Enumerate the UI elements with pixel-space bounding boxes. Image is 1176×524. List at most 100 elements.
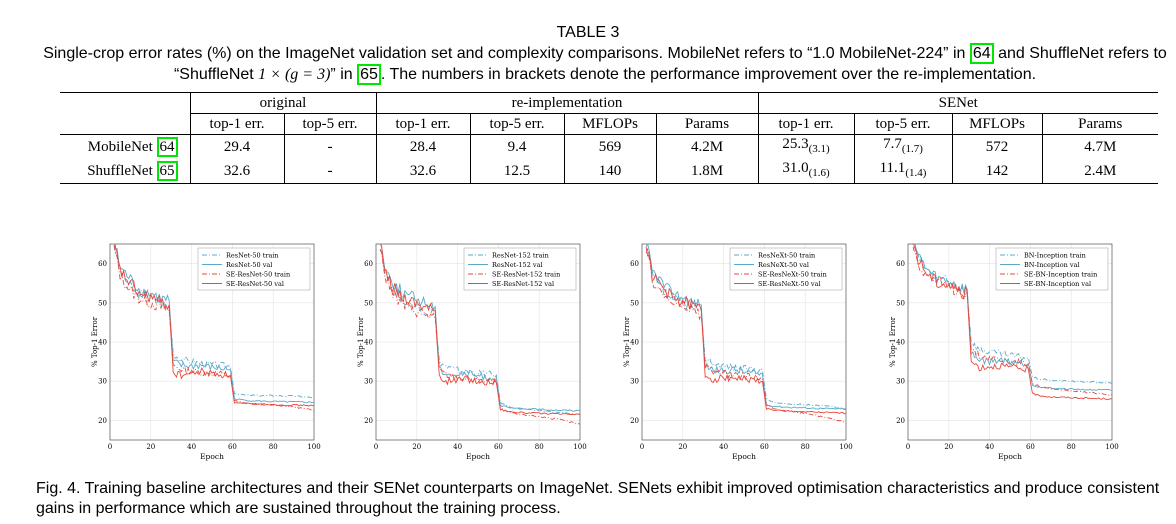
- y-tick-label: 50: [98, 299, 107, 307]
- y-tick-label: 50: [630, 299, 639, 307]
- column-header: top-1 err.: [189, 113, 284, 135]
- figure-caption: Fig. 4. Training baseline architectures …: [36, 480, 1160, 517]
- caption-math: 1 × (g = 3): [258, 66, 331, 83]
- y-tick-label: 40: [98, 339, 107, 347]
- y-tick-label: 30: [896, 378, 905, 386]
- y-tick-label: 60: [364, 260, 373, 268]
- legend-entry: SE-BN-Inception train: [1024, 270, 1097, 278]
- y-tick-label: 30: [98, 378, 107, 386]
- x-tick-label: 0: [906, 443, 910, 451]
- group-header-senet: SENet: [757, 92, 1158, 114]
- legend-entry: ResNet-152 val: [492, 261, 543, 269]
- column-header: Params: [655, 113, 758, 135]
- x-tick-label: 80: [269, 443, 278, 451]
- series-line: [645, 246, 846, 415]
- chart-resnet-50: 0 20 40 60 80 100 20 30 40 50 60 Epoch % Top-1 Error…: [88, 236, 328, 462]
- group-header-reimpl: re-implementation: [375, 92, 758, 114]
- column-header: MFLOPs: [563, 113, 656, 135]
- x-tick-label: 40: [719, 443, 728, 451]
- x-tick-label: 60: [228, 443, 237, 451]
- y-tick-label: 40: [630, 339, 639, 347]
- legend-entry: ResNeXt-50 val: [758, 261, 809, 269]
- column-header: top-5 err.: [469, 113, 564, 135]
- gain: (1.6): [808, 167, 830, 179]
- series-line: [114, 244, 314, 407]
- axes-frame: [375, 243, 581, 441]
- series-group: [113, 244, 314, 412]
- x-tick-label: 60: [760, 443, 769, 451]
- table-cell: 142: [951, 159, 1042, 184]
- x-tick-label: 20: [412, 443, 421, 451]
- y-tick-label: 20: [98, 417, 107, 425]
- table-cell: 140: [563, 159, 656, 184]
- y-tick-label: 30: [630, 378, 639, 386]
- y-tick-label: 50: [364, 299, 373, 307]
- citation-link-65[interactable]: 65: [156, 160, 178, 181]
- x-tick-label: 20: [146, 443, 155, 451]
- series-line: [380, 244, 580, 416]
- caption-text: ” in: [330, 66, 358, 83]
- value: 7.7: [883, 136, 902, 152]
- series-line: [114, 244, 314, 404]
- legend-entry: BN-Inception train: [1024, 251, 1086, 259]
- x-tick-label: 80: [535, 443, 544, 451]
- y-tick-label: 60: [98, 260, 107, 268]
- y-axis-label: % Top-1 Error: [623, 316, 631, 367]
- column-header: top-5 err.: [853, 113, 952, 135]
- axes-frame: [907, 243, 1113, 441]
- table-cell: 12.5: [469, 159, 564, 184]
- x-tick-label: 0: [374, 443, 378, 451]
- x-tick-label: 100: [573, 443, 586, 451]
- results-table: original re-implementation SENet top-1 e…: [60, 92, 1158, 184]
- table-cell: 11.1(1.4): [853, 159, 952, 184]
- table-cell: -: [283, 159, 376, 184]
- column-header: MFLOPs: [951, 113, 1042, 135]
- value: 25.3: [782, 136, 809, 152]
- legend-entry: ResNet-50 train: [226, 251, 279, 259]
- legend-entry: SE-ResNet-152 val: [492, 280, 554, 288]
- legend-entry: SE-ResNet-152 train: [492, 270, 560, 278]
- column-header-row: top-1 err. top-5 err. top-1 err. top-5 e…: [60, 113, 1158, 135]
- citation-link-65[interactable]: 65: [357, 64, 381, 85]
- column-header: top-1 err.: [375, 113, 470, 135]
- x-tick-label: 100: [839, 443, 852, 451]
- legend-entry: ResNet-152 train: [492, 251, 549, 259]
- x-tick-label: 80: [1067, 443, 1076, 451]
- x-tick-label: 60: [494, 443, 503, 451]
- y-tick-label: 40: [896, 339, 905, 347]
- series-line: [379, 248, 580, 425]
- caption-text: . The numbers in brackets denote the per…: [380, 66, 1037, 83]
- corner-cell: [60, 113, 190, 135]
- chart-resnet-152: 0 20 40 60 80 100 20 30 40 50 60 Epoch % Top-1 Error…: [354, 236, 594, 462]
- column-header: top-1 err.: [757, 113, 854, 135]
- table-cell: 31.0(1.6): [757, 159, 854, 184]
- series-group: [379, 244, 580, 425]
- x-axis-label: Epoch: [200, 452, 224, 461]
- chart-svg: 0 20 40 60 80 100 20 30 40 50 60 Epoch % Top-1 Error…: [889, 243, 1119, 461]
- series-line: [913, 244, 1112, 400]
- y-tick-label: 50: [896, 299, 905, 307]
- series-line: [647, 244, 846, 411]
- table-cell: 32.6: [189, 159, 284, 184]
- value: 31.0: [782, 160, 809, 176]
- table-caption: Single-crop error rates (%) on the Image…: [40, 43, 1170, 85]
- x-tick-label: 60: [1026, 443, 1035, 451]
- y-tick-label: 20: [630, 417, 639, 425]
- x-axis-label: Epoch: [732, 452, 756, 461]
- table-row-shufflenet: ShuffleNet 65 32.6 - 32.6 12.5 140 1.8M …: [60, 159, 1158, 184]
- legend-entry: SE-ResNet-50 train: [226, 270, 290, 278]
- citation-link-64[interactable]: 64: [969, 43, 994, 64]
- x-tick-label: 40: [187, 443, 196, 451]
- citation-link-64[interactable]: 64: [156, 136, 178, 157]
- y-tick-label: 60: [630, 260, 639, 268]
- x-tick-label: 40: [985, 443, 994, 451]
- x-axis-label: Epoch: [466, 452, 490, 461]
- y-tick-label: 30: [364, 378, 373, 386]
- x-tick-label: 100: [1105, 443, 1118, 451]
- y-axis-label: % Top-1 Error: [357, 316, 365, 367]
- x-axis-label: Epoch: [998, 452, 1022, 461]
- group-header-row: original re-implementation SENet: [60, 92, 1158, 114]
- row-label: ShuffleNet 65: [60, 159, 190, 184]
- table-cell: 1.8M: [655, 159, 758, 184]
- column-header: top-5 err.: [283, 113, 376, 135]
